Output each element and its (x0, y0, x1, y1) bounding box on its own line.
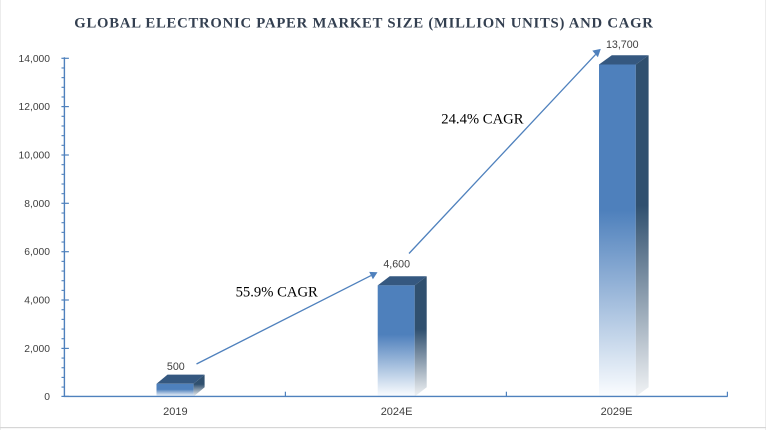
svg-text:8,000: 8,000 (24, 199, 50, 210)
svg-text:2019: 2019 (163, 406, 187, 418)
svg-text:14,000: 14,000 (19, 54, 51, 65)
svg-text:0: 0 (44, 392, 50, 403)
svg-text:2024E: 2024E (381, 406, 413, 418)
svg-text:12,000: 12,000 (19, 102, 51, 113)
svg-text:2,000: 2,000 (24, 344, 50, 355)
svg-text:6,000: 6,000 (24, 247, 50, 258)
svg-text:4,600: 4,600 (383, 259, 410, 271)
svg-text:10,000: 10,000 (19, 151, 51, 162)
svg-text:55.9% CAGR: 55.9% CAGR (236, 284, 318, 300)
svg-text:500: 500 (167, 361, 185, 373)
svg-text:4,000: 4,000 (24, 296, 50, 307)
svg-text:2029E: 2029E (601, 406, 633, 418)
svg-text:GLOBAL ELECTRONIC PAPER MARKET: GLOBAL ELECTRONIC PAPER MARKET SIZE (MIL… (74, 16, 653, 32)
svg-text:24.4% CAGR: 24.4% CAGR (441, 111, 523, 127)
svg-text:13,700: 13,700 (606, 39, 639, 51)
